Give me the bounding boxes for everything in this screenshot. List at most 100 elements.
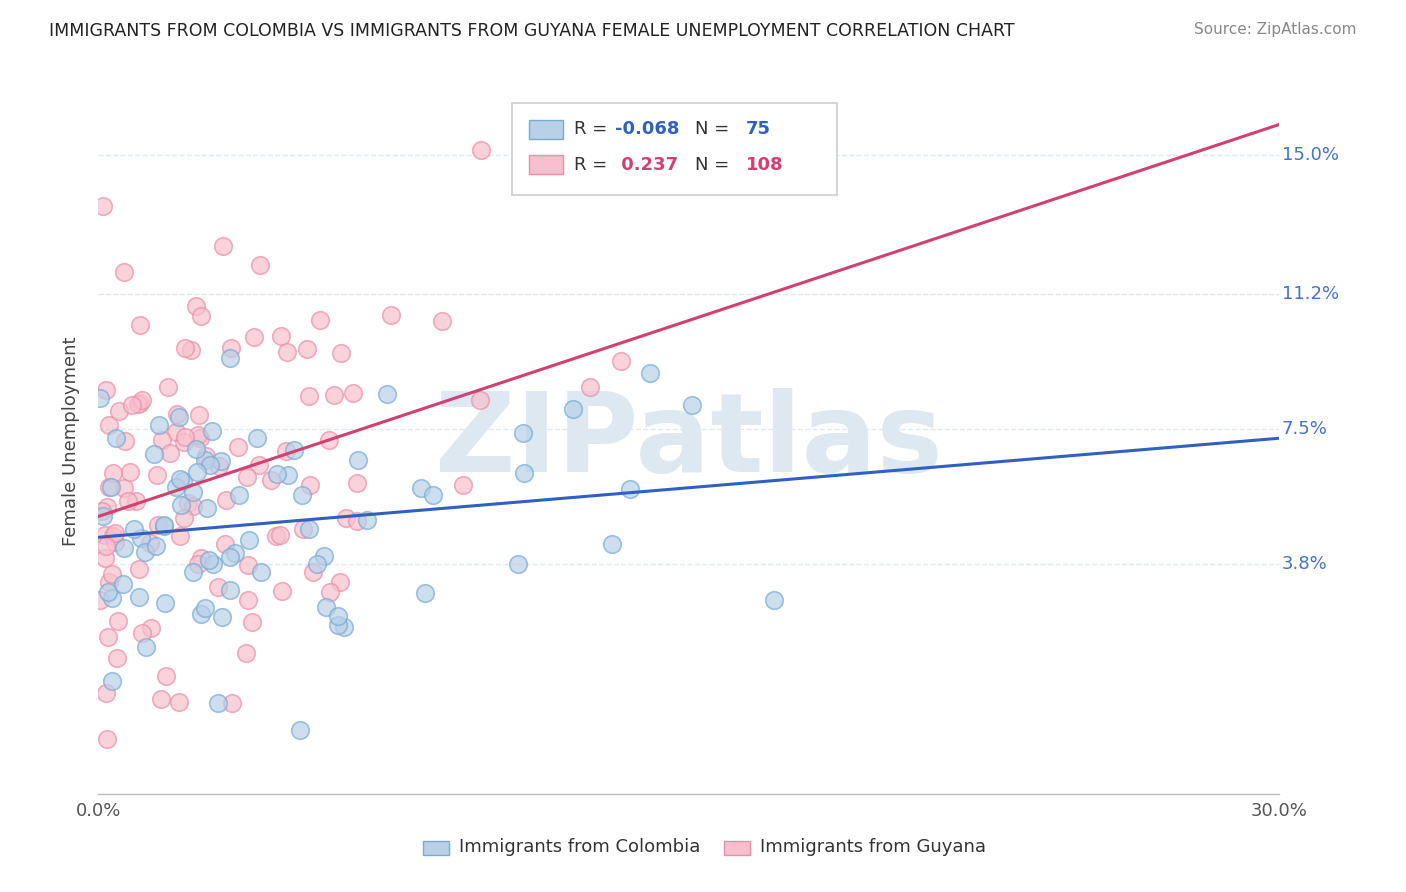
Point xyxy=(112,577,135,591)
Point xyxy=(188,431,211,445)
Point xyxy=(97,630,120,644)
Point xyxy=(432,314,454,328)
Point xyxy=(312,549,335,563)
Point xyxy=(250,565,273,579)
Point xyxy=(413,586,436,600)
Point xyxy=(128,396,150,410)
Point xyxy=(276,345,298,359)
Point xyxy=(91,509,114,524)
Point xyxy=(120,465,142,479)
Point xyxy=(108,404,131,418)
Point xyxy=(181,499,204,513)
Point xyxy=(247,458,270,472)
Text: 11.2%: 11.2% xyxy=(1282,285,1339,302)
Point xyxy=(264,528,287,542)
Point xyxy=(172,475,194,489)
Point xyxy=(236,592,259,607)
Y-axis label: Female Unemployment: Female Unemployment xyxy=(62,337,80,546)
Text: R =: R = xyxy=(575,120,607,138)
Point xyxy=(271,584,294,599)
Text: Immigrants from Colombia: Immigrants from Colombia xyxy=(458,838,700,856)
Point xyxy=(94,551,117,566)
Point xyxy=(202,558,225,572)
Point xyxy=(187,427,209,442)
Point xyxy=(323,388,346,402)
Point xyxy=(105,651,128,665)
Point xyxy=(96,539,118,553)
Point xyxy=(173,511,195,525)
Point xyxy=(174,341,197,355)
Point xyxy=(103,529,125,543)
Point xyxy=(174,430,197,444)
Point xyxy=(333,620,356,634)
FancyBboxPatch shape xyxy=(530,120,562,139)
Point xyxy=(134,545,156,559)
Point xyxy=(302,566,325,580)
Point xyxy=(186,465,208,479)
Point xyxy=(100,567,122,582)
Point xyxy=(346,514,368,528)
Point xyxy=(100,673,122,688)
Point xyxy=(100,480,122,494)
Point xyxy=(226,440,249,454)
Point xyxy=(153,519,176,533)
Point xyxy=(194,601,217,615)
Point xyxy=(219,549,242,564)
Point xyxy=(246,431,269,445)
Point xyxy=(190,607,212,622)
Point xyxy=(238,533,260,547)
Point xyxy=(155,669,177,683)
Point xyxy=(104,535,127,549)
Point xyxy=(150,691,173,706)
Point xyxy=(146,468,169,483)
Point xyxy=(97,480,120,494)
Point xyxy=(194,453,217,467)
Point xyxy=(346,453,368,467)
Point xyxy=(145,539,167,553)
Point xyxy=(211,610,233,624)
Point xyxy=(638,367,661,381)
Point xyxy=(329,575,352,590)
Point xyxy=(166,425,188,439)
Point xyxy=(131,625,153,640)
Point xyxy=(578,380,600,394)
Point xyxy=(122,522,145,536)
Point xyxy=(169,472,191,486)
Point xyxy=(128,562,150,576)
Point xyxy=(112,541,135,556)
Point xyxy=(356,513,378,527)
Point xyxy=(218,582,240,597)
Point xyxy=(288,723,311,737)
Point xyxy=(181,566,204,580)
Point xyxy=(221,341,243,355)
Point xyxy=(318,584,340,599)
Point xyxy=(96,500,118,514)
Text: 75: 75 xyxy=(745,120,770,138)
Point xyxy=(128,590,150,604)
Point xyxy=(198,458,221,473)
Point xyxy=(91,199,114,213)
Text: 7.5%: 7.5% xyxy=(1282,420,1327,438)
Point xyxy=(207,696,229,710)
Point xyxy=(142,447,165,461)
Text: Immigrants from Guyana: Immigrants from Guyana xyxy=(759,838,986,856)
Point xyxy=(129,531,152,545)
Point xyxy=(315,600,337,615)
Point xyxy=(93,528,115,542)
Point xyxy=(131,393,153,408)
Point xyxy=(166,407,188,421)
Point xyxy=(451,477,474,491)
Point xyxy=(139,536,162,550)
Point xyxy=(240,615,263,629)
Point xyxy=(422,488,444,502)
Text: R =: R = xyxy=(575,155,607,174)
Point xyxy=(207,580,229,594)
Point xyxy=(114,434,136,449)
Point xyxy=(135,640,157,654)
Point xyxy=(238,558,260,573)
Point xyxy=(326,617,349,632)
Text: ZIPatlas: ZIPatlas xyxy=(434,388,943,495)
Point xyxy=(159,446,181,460)
Point xyxy=(335,510,357,524)
Point xyxy=(266,467,288,481)
